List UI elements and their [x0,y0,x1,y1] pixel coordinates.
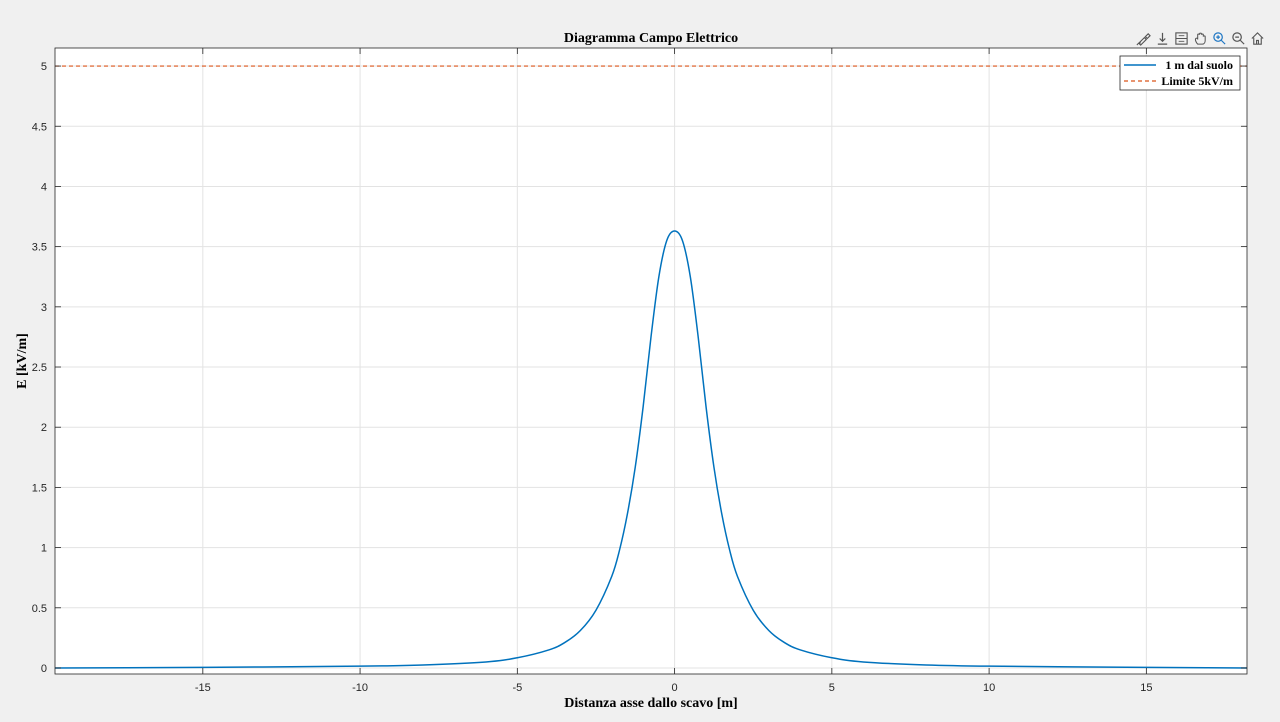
x-tick-labels: -15 -10 -5 0 5 10 15 [195,682,1153,694]
x-tick-label: -15 [195,682,211,694]
x-tick-label: -10 [352,682,368,694]
brush-button[interactable] [1134,28,1152,48]
x-tick-label: 15 [1140,682,1152,694]
y-tick-label: 2 [41,422,47,434]
y-tick-label: 2.5 [32,362,47,374]
brush-icon [1135,32,1151,46]
y-tick-label: 1.5 [32,482,47,494]
datatip-button[interactable] [1172,28,1190,48]
axes-box [54,47,1248,675]
home-button[interactable] [1248,28,1266,48]
export-button[interactable] [1153,28,1171,48]
x-tick-label: 10 [983,682,995,694]
y-tick-label: 5 [41,61,47,73]
y-axis-label: E [kV/m] [15,333,30,389]
y-tick-labels: 0 0.5 1 1.5 2 2.5 3 3.5 4 4.5 5 [32,61,47,675]
y-tick-label: 0 [41,663,47,675]
zoom-in-button[interactable] [1210,28,1228,48]
zoom-out-icon [1231,31,1245,45]
plot-area [55,48,1247,674]
y-tick-label: 1 [41,543,47,555]
series-group [54,65,1248,669]
legend[interactable]: 1 m dal suolo Limite 5kV/m [1119,55,1241,91]
zoom-out-button[interactable] [1229,28,1247,48]
zoom-in-icon [1212,31,1226,45]
y-tick-label: 0.5 [32,603,47,615]
series-line-1 [54,230,1248,669]
chart-title: Diagramma Campo Elettrico [564,31,738,46]
datatip-icon [1174,31,1188,45]
export-icon [1157,32,1167,45]
y-tick-label: 4.5 [32,121,47,133]
x-tick-label: 5 [829,682,835,694]
pan-icon [1194,32,1206,45]
y-tick-label: 3.5 [32,242,47,254]
legend-label-series-2: Limite 5kV/m [1161,74,1233,88]
legend-label-series-1: 1 m dal suolo [1165,58,1233,72]
home-icon [1250,31,1264,45]
tick-marks [55,48,1247,674]
y-tick-label: 3 [41,302,47,314]
legend-box [1119,55,1241,91]
y-tick-label: 4 [41,181,47,193]
axes-toolbar [1134,27,1266,49]
x-tick-label: -5 [512,682,522,694]
x-tick-label: 0 [672,682,678,694]
x-axis-label: Distanza asse dallo scavo [m] [564,696,737,711]
pan-button[interactable] [1191,28,1209,48]
